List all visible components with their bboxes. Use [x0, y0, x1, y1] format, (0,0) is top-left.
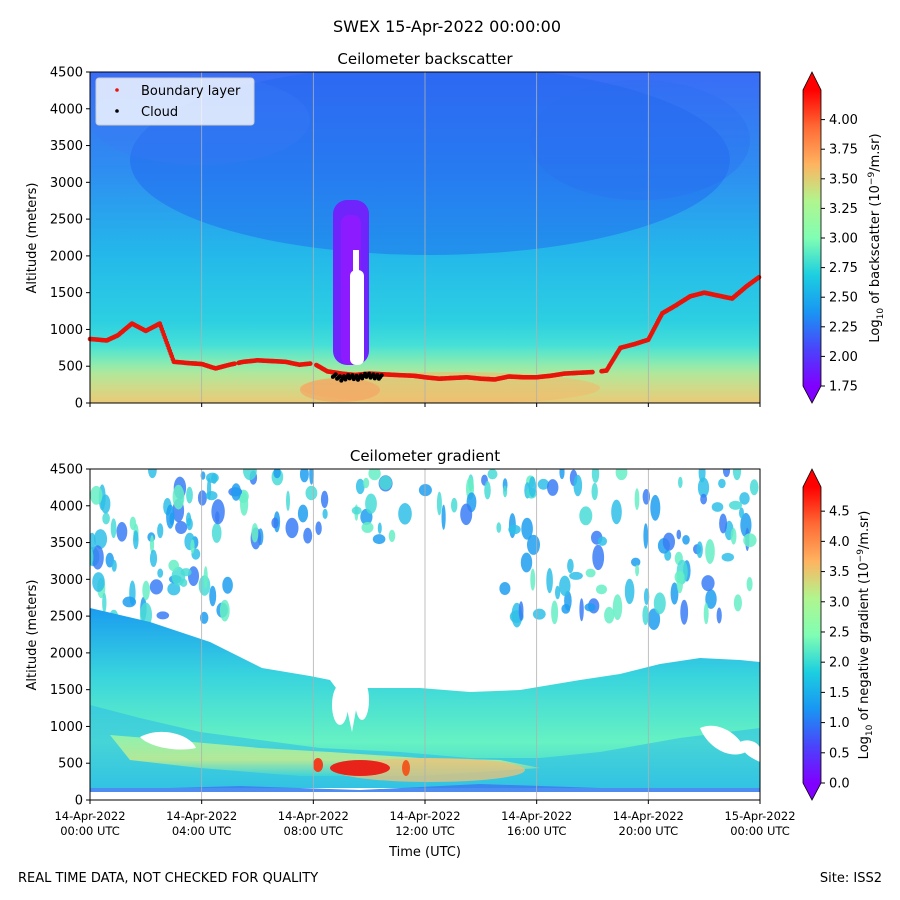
y-tick-label: 4500 [50, 463, 83, 478]
legend-cloud-label: Cloud [141, 105, 178, 120]
y-tick-label: 1500 [50, 683, 83, 698]
gradient-heatmap [90, 469, 760, 800]
x-tick-time: 12:00 UTC [395, 824, 455, 838]
x-tick-time: 20:00 UTC [619, 824, 679, 838]
y-tick-label: 500 [58, 360, 83, 375]
gradient-colorbar: 0.0 0.5 1.0 1.5 2.0 2.5 3.0 3.5 4.0 4.5 Log10 of … [802, 468, 875, 801]
quality-note: REAL TIME DATA, NOT CHECKED FOR QUALITY [18, 871, 318, 886]
colorbar-tick-label: 2.25 [829, 320, 858, 335]
y-tick-label: 3500 [50, 139, 83, 154]
boundary-layer-point [232, 361, 237, 367]
boundary-layer-point [308, 361, 313, 366]
colorbar-tick-label: 2.50 [829, 291, 858, 306]
site-label: Site: ISS2 [820, 871, 882, 886]
backscatter-title: Ceilometer backscatter [337, 50, 513, 68]
x-tick-date: 14-Apr-2022 [166, 809, 237, 823]
y-tick-label: 0 [75, 794, 83, 809]
backscatter-colorbar-label: Log10 of backscatter (10−9/m.sr) [867, 133, 886, 342]
backscatter-ylabel: Altitude (meters) [25, 183, 40, 294]
colorbar-tick-label: 2.00 [829, 350, 858, 365]
colorbar-tick-label: 2.5 [829, 625, 850, 640]
y-tick-label: 500 [58, 757, 83, 772]
x-tick-date: 14-Apr-2022 [389, 809, 460, 823]
colorbar-tick-label: 3.75 [829, 143, 858, 158]
y-tick-label: 1000 [50, 323, 83, 338]
colorbar-tick-label: 3.25 [829, 202, 858, 217]
cloud-point [367, 371, 372, 376]
cloud-point [337, 374, 342, 379]
colorbar-tick-label: 1.5 [829, 686, 850, 701]
y-tick-label: 1000 [50, 720, 83, 735]
gradient-xlabel: Time (UTC) [388, 845, 461, 860]
colorbar-tick-label: 3.00 [829, 232, 858, 247]
y-tick-label: 2000 [50, 646, 83, 661]
x-tick-time: 00:00 UTC [60, 824, 120, 838]
y-tick-label: 4500 [50, 66, 83, 81]
colorbar-tick-label: 2.0 [829, 656, 850, 671]
y-tick-label: 3500 [50, 536, 83, 551]
legend: Boundary layer Cloud [95, 77, 255, 126]
backscatter-x-ticks [89, 403, 761, 407]
x-tick-date: 14-Apr-2022 [613, 809, 684, 823]
colorbar-tick-label: 2.75 [829, 261, 858, 276]
cloud-point [379, 373, 384, 378]
y-tick-label: 0 [75, 397, 83, 412]
y-tick-label: 2500 [50, 213, 83, 228]
colorbar-tick-label: 4.0 [829, 535, 850, 550]
y-tick-label: 2500 [50, 610, 83, 625]
colorbar-tick-label: 3.50 [829, 172, 858, 187]
cloud-point [371, 372, 376, 377]
colorbar-tick-label: 1.0 [829, 716, 850, 731]
boundary-layer-point [590, 369, 595, 375]
y-tick-label: 3000 [50, 573, 83, 588]
colorbar-tick-label: 3.5 [829, 565, 850, 580]
boundary-layer-point [756, 274, 762, 280]
colorbar-tick-label: 3.0 [829, 595, 850, 610]
backscatter-grid [201, 72, 649, 403]
colorbar-tick-label: 4.5 [829, 505, 850, 520]
colorbar-tick-label: 4.00 [829, 113, 858, 128]
cloud-point [350, 373, 355, 378]
y-tick-label: 2000 [50, 249, 83, 264]
gradient-colorbar-label: Log10 of negative gradient (10−9/m.sr) [856, 511, 875, 760]
gradient-y-axis: 0 500 1000 1500 2000 2500 3000 3500 4000 4500 [50, 463, 90, 809]
x-tick-time: 08:00 UTC [284, 824, 344, 838]
legend-boundary-layer-label: Boundary layer [141, 84, 241, 99]
backscatter-y-axis: 0 500 1000 1500 2000 2500 3000 3500 4000 4500 [50, 66, 90, 412]
cloud-point [375, 372, 380, 377]
backscatter-panel: Ceilometer backscatter 0 500 1000 1500 2000 2… [25, 50, 886, 412]
gradient-title: Ceilometer gradient [350, 447, 500, 465]
y-tick-label: 1500 [50, 286, 83, 301]
gradient-grid [201, 469, 649, 800]
gradient-panel: Ceilometer gradient 0 500 1000 1500 2000 2500… [25, 447, 875, 860]
backscatter-colorbar: 1.75 2.00 2.25 2.50 2.75 3.00 3.25 3.50 3.75 4.00… [802, 71, 886, 404]
colorbar-tick-label: 0.5 [829, 746, 850, 761]
y-tick-label: 4000 [50, 102, 83, 117]
gradient-ylabel: Altitude (meters) [25, 580, 40, 691]
x-tick-date: 14-Apr-2022 [54, 809, 125, 823]
y-tick-label: 3000 [50, 176, 83, 191]
x-tick-time: 00:00 UTC [730, 824, 790, 838]
x-tick-date: 14-Apr-2022 [278, 809, 349, 823]
colorbar-tick-label: 1.75 [829, 380, 858, 395]
gradient-upper-speckle [90, 469, 759, 630]
cloud-point [333, 372, 338, 377]
cloud-series [330, 371, 384, 383]
y-tick-label: 4000 [50, 499, 83, 514]
legend-cloud-marker [115, 109, 119, 113]
suptitle: SWEX 15-Apr-2022 00:00:00 [333, 17, 561, 36]
colorbar-tick-label: 0.0 [829, 777, 850, 792]
x-tick-time: 04:00 UTC [172, 824, 232, 838]
x-tick-date: 14-Apr-2022 [501, 809, 572, 823]
legend-boundary-layer-marker [115, 88, 119, 92]
x-tick-date: 15-Apr-2022 [724, 809, 795, 823]
x-tick-time: 16:00 UTC [507, 824, 567, 838]
